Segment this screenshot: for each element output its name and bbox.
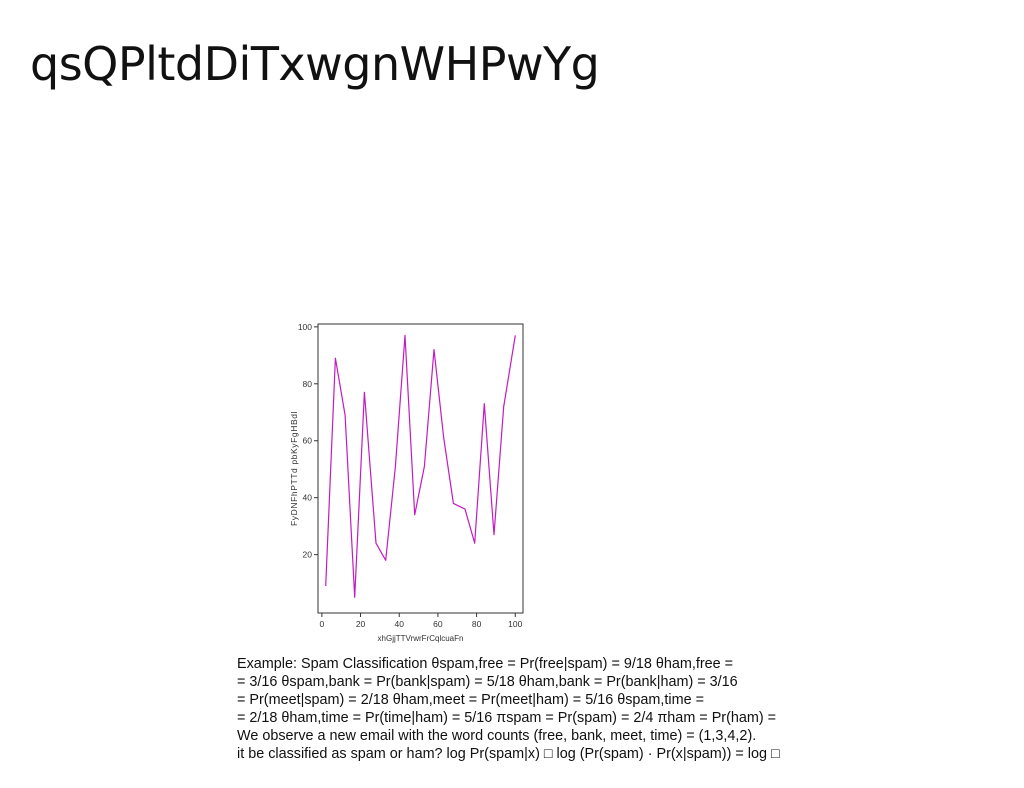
plot-frame [317,323,524,614]
y-tick-label: 40 [303,493,313,503]
x-tick-label: 40 [394,619,404,629]
example-text-line: it be classified as spam or ham? log Pr(… [237,746,780,762]
example-text: Example: Spam Classification θspam,free … [237,655,1017,763]
y-tick-label: 20 [303,550,313,560]
series-line [325,334,516,598]
example-text-line: = Pr(meet|spam) = 2/18 θham,meet = Pr(me… [237,692,704,708]
y-tick-label: 100 [298,322,312,332]
example-text-line: Example: Spam Classification θspam,free … [237,656,734,672]
example-text-line: = 3/16 θspam,bank = Pr(bank|spam) = 5/18… [237,674,738,690]
line-chart-figure: 0 20 40 60 80 100 20 40 60 80 100 xhGjjTTVrwrFrCqlc… [280,316,530,650]
y-axis-label: FyDNFhPTTd pbKyFgHBdl [289,411,299,526]
x-tick-label: 80 [472,619,482,629]
example-text-line: We observe a new email with the word cou… [237,728,757,744]
example-text-line: = 2/18 θham,time = Pr(time|ham) = 5/16 π… [237,710,777,726]
y-tick-label: 60 [303,436,313,446]
x-axis-label: xhGjjTTVrwrFrCqlcuaFn [378,634,464,643]
y-tick-label: 80 [303,379,313,389]
x-tick-label: 20 [356,619,366,629]
x-tick-label: 60 [433,619,443,629]
x-tick-label: 0 [320,619,325,629]
x-tick-label: 100 [508,619,522,629]
line-chart: 0 20 40 60 80 100 20 40 60 80 100 xhGjjTTVrwrFrCqlc… [289,322,524,643]
slide-title: qsQPltdDiTxwgnWHPwYg [30,37,600,91]
